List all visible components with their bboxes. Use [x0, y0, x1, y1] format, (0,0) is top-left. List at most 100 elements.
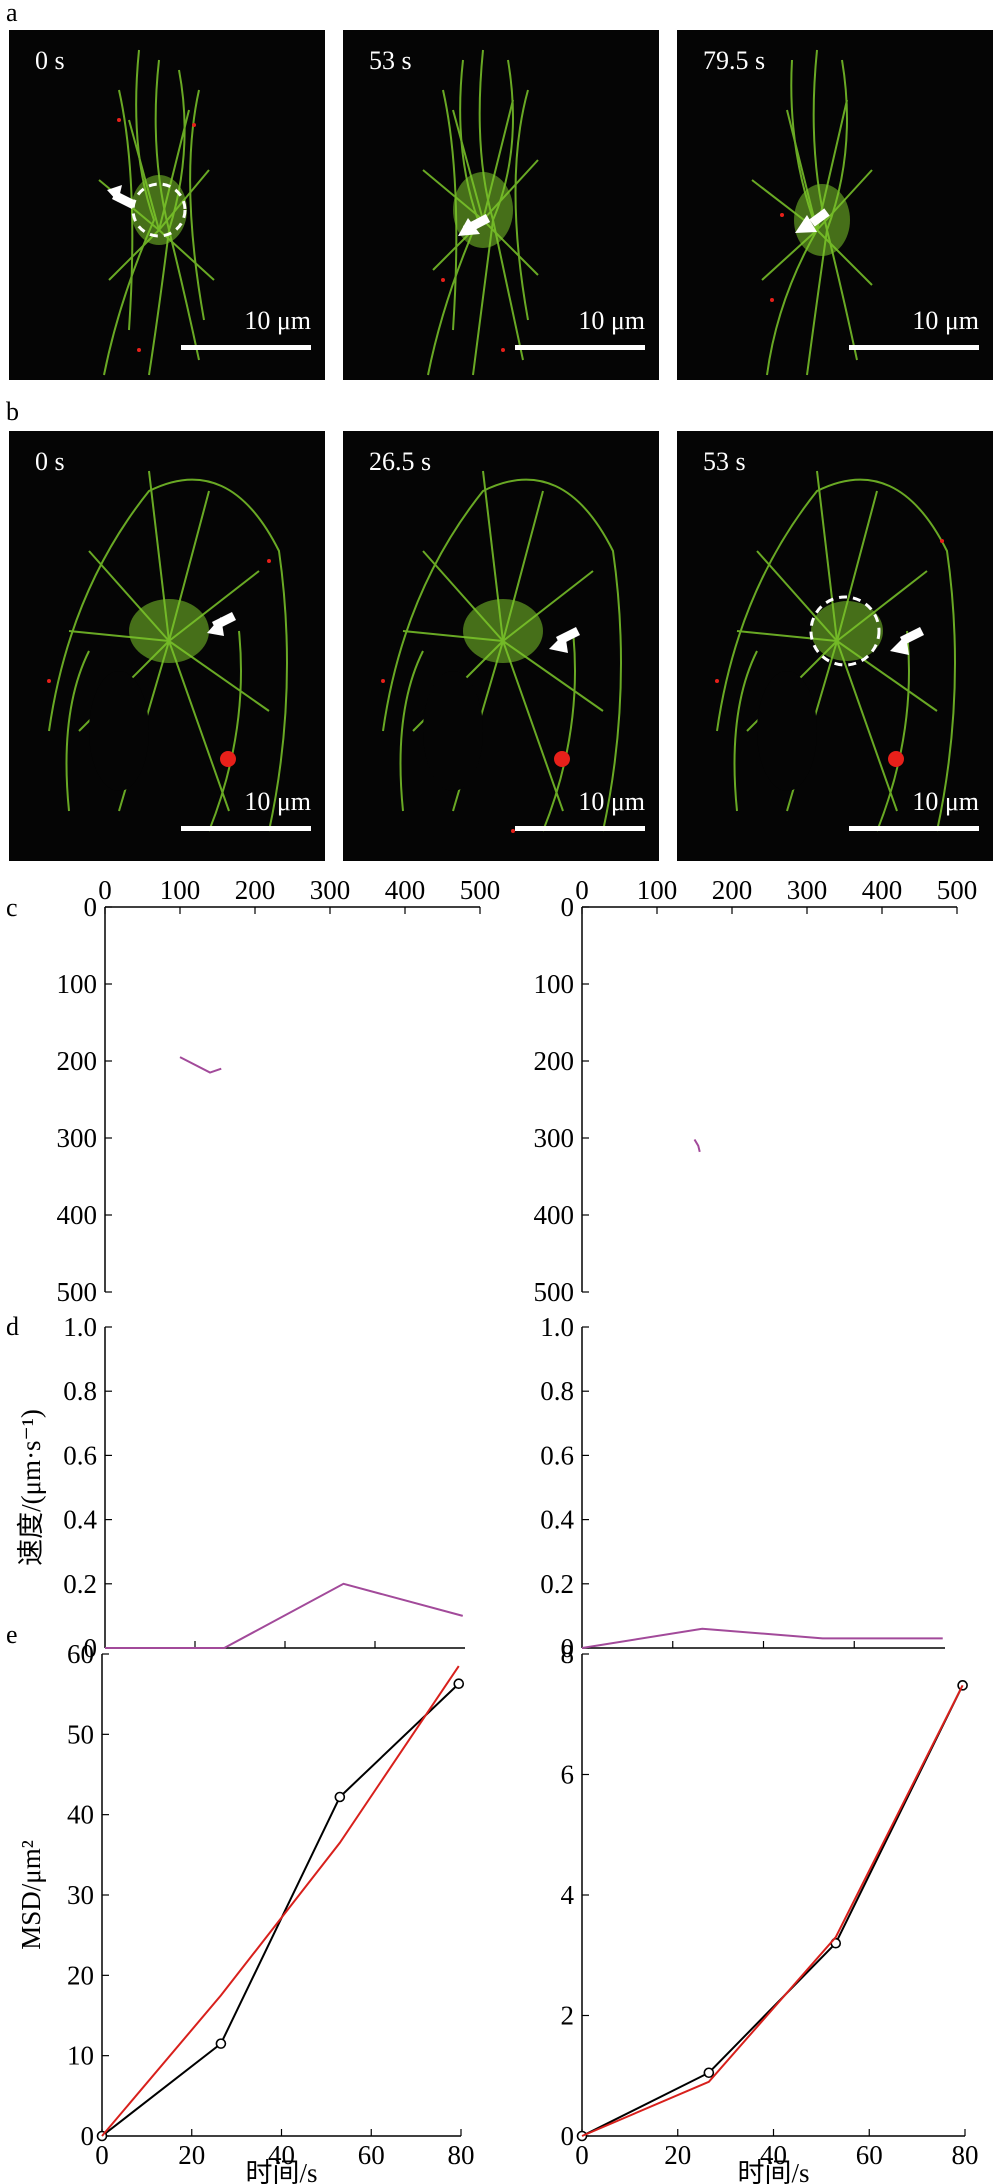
- x-tick-label: 400: [862, 875, 903, 905]
- micrograph-b-frame-1: 0 s 10 μm: [9, 431, 325, 861]
- y-tick-label: 0.8: [540, 1376, 574, 1406]
- y-tick-label: 40: [67, 1800, 94, 1830]
- y-tick-label: 6: [561, 1760, 575, 1790]
- scale-bar-label: 10 μm: [578, 306, 645, 335]
- time-label: 53 s: [369, 46, 412, 75]
- data-point: [215, 2038, 227, 2049]
- y-axis-label: MSD/μm²: [16, 1840, 46, 1950]
- y-tick-label: 8: [561, 1639, 575, 1669]
- time-label: 0 s: [35, 46, 65, 75]
- y-tick-label: 0.6: [63, 1440, 97, 1470]
- fit-line: [581, 1684, 964, 2137]
- data-point: [703, 2067, 715, 2079]
- y-tick-label: 0: [561, 2121, 575, 2151]
- x-tick-label: 60: [358, 2140, 385, 2170]
- y-tick-label: 2: [561, 2001, 575, 2031]
- y-tick-label: 500: [534, 1277, 575, 1307]
- y-tick-label: 1.0: [63, 1312, 97, 1342]
- scale-bar-label: 10 μm: [244, 306, 311, 335]
- time-label: 0 s: [35, 447, 65, 476]
- y-tick-label: 0: [561, 892, 575, 922]
- y-tick-label: 400: [534, 1200, 575, 1230]
- x-axis-label: 时间/s: [245, 2158, 317, 2184]
- y-tick-label: 0.2: [540, 1569, 574, 1599]
- y-tick-label: 300: [57, 1123, 98, 1153]
- y-tick-label: 0: [561, 1633, 575, 1663]
- trajectory-line: [105, 1582, 464, 1649]
- x-tick-label: 0: [575, 875, 589, 905]
- microtubule-image: [47, 470, 288, 832]
- x-tick-label: 0: [98, 875, 112, 905]
- time-label: 26.5 s: [369, 447, 432, 476]
- y-tick-label: 0: [84, 892, 98, 922]
- x-tick-label: 200: [712, 875, 753, 905]
- trajectory-line: [693, 1139, 701, 1153]
- y-tick-label: 500: [57, 1277, 98, 1307]
- time-label: 53 s: [703, 447, 746, 476]
- microtubule-image: [98, 49, 215, 376]
- x-tick-label: 300: [787, 875, 828, 905]
- micrograph-a-frame-3: 79.5 s 10 μm: [677, 30, 993, 380]
- y-tick-label: 100: [57, 969, 98, 999]
- panel-label-e: e: [6, 1620, 18, 1649]
- fit-line: [101, 1665, 460, 2137]
- panel-label-b: b: [6, 397, 19, 426]
- x-tick-label: 40: [268, 2140, 295, 2170]
- trajectory-line: [581, 1627, 943, 1649]
- scale-bar: [849, 345, 979, 350]
- x-tick-label: 100: [160, 875, 201, 905]
- microtubule-image: [381, 470, 622, 833]
- y-tick-label: 0.4: [540, 1505, 574, 1535]
- y-tick-label: 400: [57, 1200, 98, 1230]
- y-tick-label: 200: [534, 1046, 575, 1076]
- microtubule-image: [715, 470, 956, 832]
- y-tick-label: 1.0: [540, 1312, 574, 1342]
- y-tick-label: 4: [561, 1880, 575, 1910]
- y-tick-label: 60: [67, 1639, 94, 1669]
- time-label: 79.5 s: [703, 46, 766, 75]
- y-tick-label: 200: [57, 1046, 98, 1076]
- data-point: [334, 1791, 346, 1803]
- y-tick-label: 0.8: [63, 1376, 97, 1406]
- data-point: [453, 1678, 465, 1690]
- scale-bar: [515, 345, 645, 350]
- x-tick-label: 80: [952, 2140, 979, 2170]
- scale-bar-label: 10 μm: [912, 787, 979, 816]
- trajectory-line: [179, 1056, 222, 1074]
- x-axis-label: 时间/s: [737, 2158, 809, 2184]
- y-tick-label: 0.2: [63, 1569, 97, 1599]
- microtubule-image: [751, 49, 873, 376]
- msd-line: [101, 1682, 460, 2137]
- y-tick-label: 0.6: [540, 1440, 574, 1470]
- panel-label-a: a: [6, 0, 18, 27]
- micrograph-b-frame-2: 26.5 s 10 μm: [343, 431, 659, 861]
- y-tick-label: 20: [67, 1960, 94, 1990]
- microtubule-image: [422, 49, 539, 376]
- x-tick-label: 500: [460, 875, 501, 905]
- y-tick-label: 0: [81, 2121, 95, 2151]
- x-tick-label: 60: [856, 2140, 883, 2170]
- micrograph-b-frame-3: 53 s 10 μm: [677, 431, 993, 861]
- y-tick-label: 50: [67, 1719, 94, 1749]
- scale-bar-label: 10 μm: [578, 787, 645, 816]
- panel-label-c: c: [6, 893, 18, 922]
- x-tick-label: 500: [937, 875, 978, 905]
- x-tick-label: 40: [760, 2140, 787, 2170]
- x-tick-label: 400: [385, 875, 426, 905]
- y-tick-label: 300: [534, 1123, 575, 1153]
- scale-bar-label: 10 μm: [244, 787, 311, 816]
- x-tick-label: 0: [575, 2140, 589, 2170]
- x-tick-label: 100: [637, 875, 678, 905]
- y-axis-label: 速度/(μm·s⁻¹): [16, 1409, 46, 1566]
- y-tick-label: 0: [84, 1633, 98, 1663]
- panel-label-d: d: [6, 1312, 19, 1341]
- scale-bar: [181, 826, 311, 831]
- scale-bar: [849, 826, 979, 831]
- micrograph-a-frame-2: 53 s 10 μm: [343, 30, 659, 380]
- y-tick-label: 30: [67, 1880, 94, 1910]
- y-tick-label: 0.4: [63, 1505, 97, 1535]
- x-tick-label: 0: [95, 2140, 109, 2170]
- x-tick-label: 300: [310, 875, 351, 905]
- scale-bar: [181, 345, 311, 350]
